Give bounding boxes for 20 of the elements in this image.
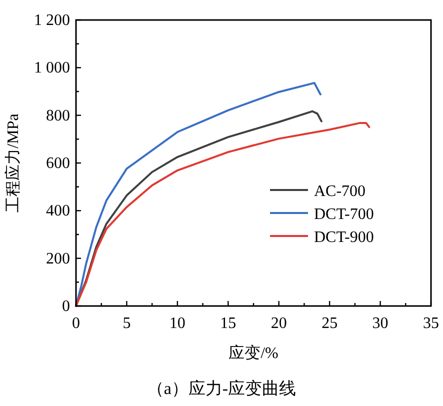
x-tick-label: 35 bbox=[423, 315, 439, 332]
x-tick-label: 30 bbox=[372, 315, 388, 332]
y-tick-label: 800 bbox=[46, 107, 70, 124]
y-tick-label: 200 bbox=[46, 250, 70, 268]
x-tick-label: 10 bbox=[169, 315, 186, 332]
x-tick-label: 5 bbox=[122, 315, 131, 332]
y-axis-title: 工程应力/MPa bbox=[4, 114, 22, 212]
x-axis-title: 应变/% bbox=[228, 344, 278, 362]
legend-label: DCT-700 bbox=[314, 206, 374, 223]
x-tick-label: 15 bbox=[220, 315, 236, 332]
y-tick-label: 400 bbox=[46, 202, 70, 220]
y-tick-label: 600 bbox=[46, 155, 70, 172]
x-tick-label: 25 bbox=[322, 315, 338, 332]
legend-label: DCT-900 bbox=[314, 229, 374, 246]
x-tick-label: 20 bbox=[270, 315, 287, 332]
text: （a）应力-应变曲线 bbox=[146, 379, 296, 398]
y-tick-label: 1 200 bbox=[34, 12, 70, 29]
y-tick-label: 1 000 bbox=[34, 60, 70, 77]
y-tick-label: 0 bbox=[62, 298, 70, 315]
legend-label: AC-700 bbox=[314, 183, 366, 200]
